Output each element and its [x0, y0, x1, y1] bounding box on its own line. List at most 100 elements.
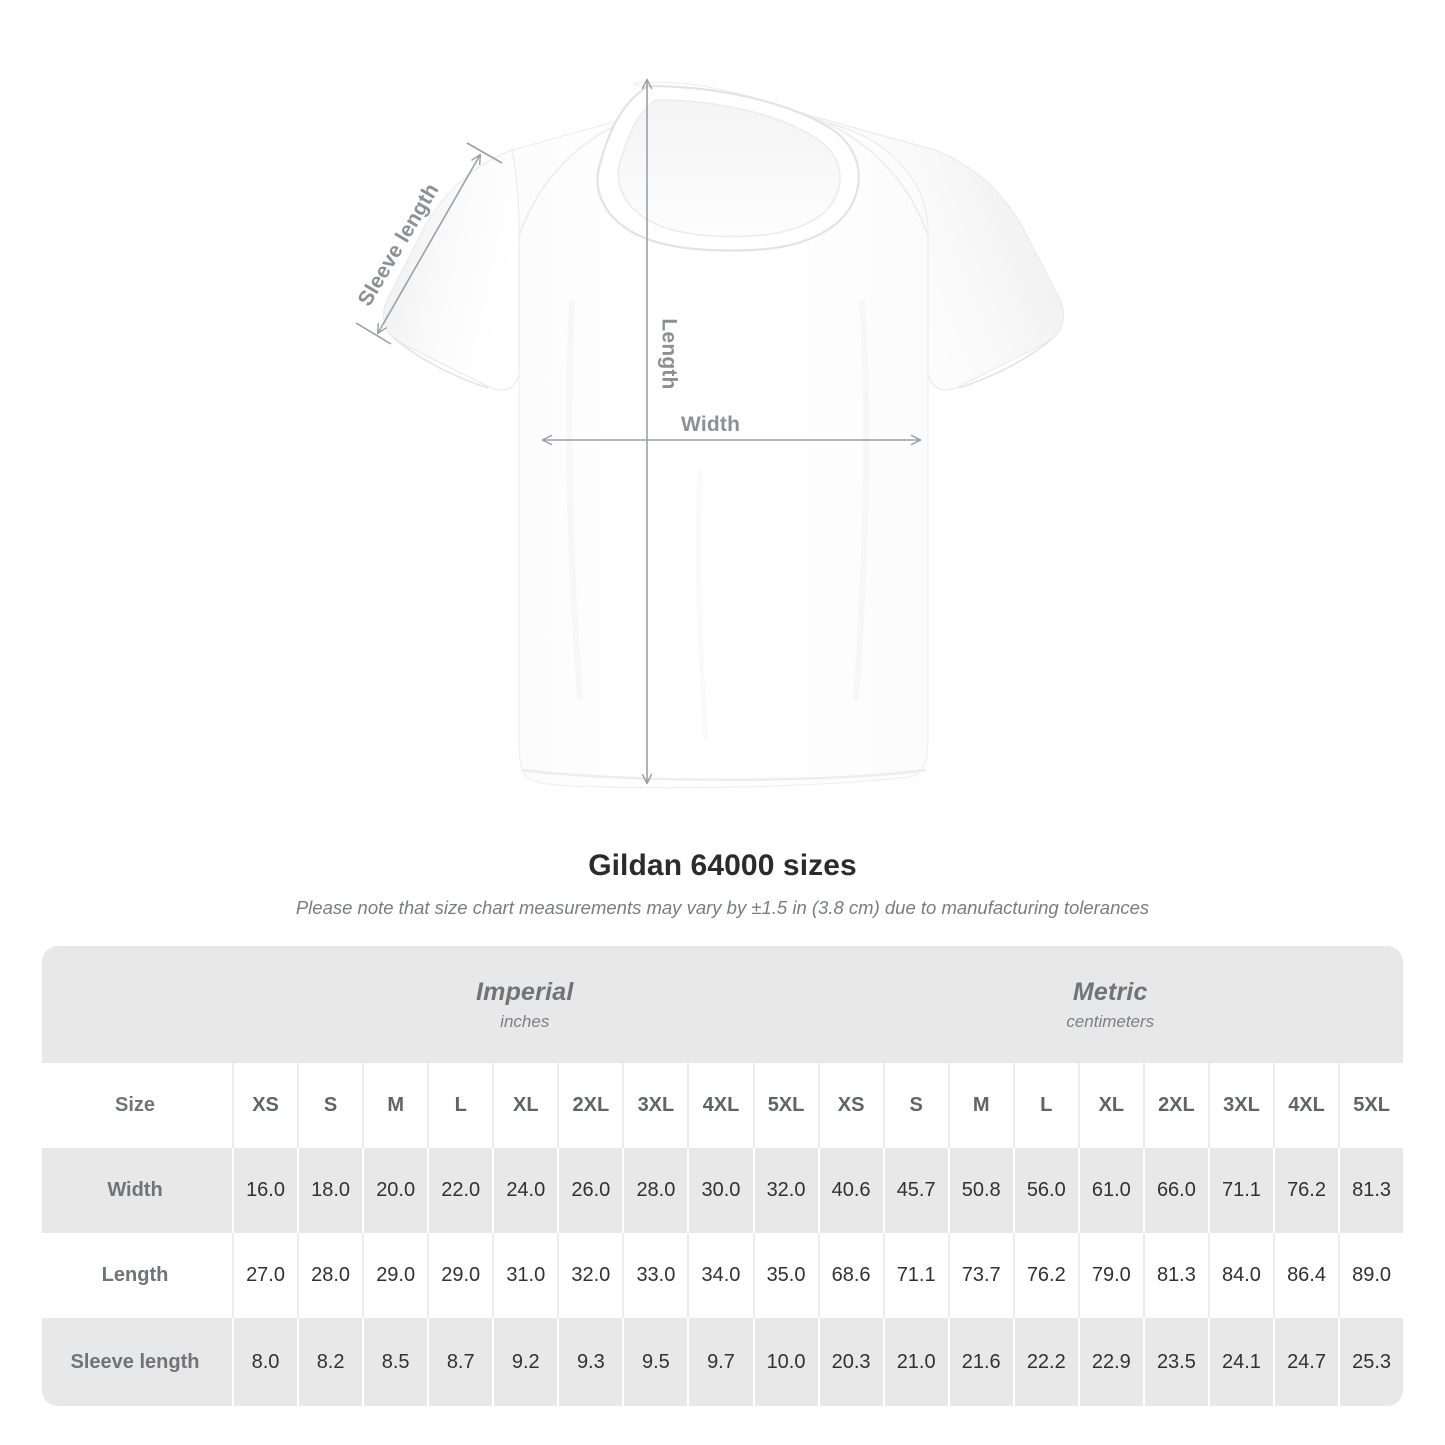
tshirt-measurement-diagram: Sleeve length Length Width	[354, 78, 1064, 789]
unit-group-imperial: Imperial inches	[232, 946, 818, 1063]
row-header-size: Size	[114, 1094, 156, 1116]
table-cell-sleeve-length: 22.9	[1077, 1318, 1143, 1406]
unit-system-name: Metric	[1072, 977, 1148, 1006]
table-cell-length: 29.0	[362, 1233, 427, 1318]
collar	[596, 84, 860, 252]
table-cell-sleeve-length: 9.3	[557, 1318, 622, 1406]
table-cell-length: 89.0	[1338, 1233, 1403, 1318]
length-label: Length	[657, 318, 681, 390]
size-column-header: M	[947, 1063, 1013, 1148]
table-cell-width: 22.0	[427, 1148, 492, 1233]
table-cell-length: 76.2	[1012, 1233, 1078, 1318]
table-row-sleeve-length: Sleeve length 8.0 8.2 8.5 8.7 9.2 9.3 9.5 9.7 10…	[42, 1318, 1403, 1406]
unit-system-name: Imperial	[476, 977, 574, 1006]
unit-group-metric: Metric centimeters	[818, 946, 1404, 1063]
tshirt-illustration	[355, 78, 1064, 789]
table-cell-width: 20.0	[362, 1148, 427, 1233]
fabric-folds	[566, 299, 870, 741]
table-cell-length: 27.0	[232, 1233, 297, 1318]
table-cell-length: 86.4	[1273, 1233, 1338, 1318]
table-cell-width: 76.2	[1273, 1148, 1338, 1233]
unit-measure-name: inches	[500, 1011, 550, 1031]
hem-seam	[520, 768, 927, 781]
table-cell-width: 18.0	[297, 1148, 362, 1233]
size-column-header: 5XL	[1338, 1063, 1403, 1148]
size-column-header: L	[427, 1063, 492, 1148]
tolerance-note: Please note that size chart measurements…	[295, 897, 1150, 918]
table-cell-width: 81.3	[1338, 1148, 1403, 1233]
table-cell-width: 61.0	[1077, 1148, 1143, 1233]
table-cell-length: 73.7	[947, 1233, 1013, 1318]
table-cell-width: 26.0	[557, 1148, 622, 1233]
table-cell-width: 45.7	[882, 1148, 948, 1233]
table-cell-width: 24.0	[492, 1148, 557, 1233]
table-cell-sleeve-length: 8.2	[297, 1318, 362, 1406]
size-column-header: 3XL	[1207, 1063, 1273, 1148]
table-cell-length: 84.0	[1207, 1233, 1273, 1318]
table-cell-sleeve-length: 24.7	[1273, 1318, 1338, 1406]
table-cell-width: 30.0	[687, 1148, 752, 1233]
table-cell-length: 33.0	[622, 1233, 687, 1318]
table-cell-sleeve-length: 8.5	[362, 1318, 427, 1406]
table-cell-width: 56.0	[1012, 1148, 1078, 1233]
table-cell-length: 31.0	[492, 1233, 557, 1318]
table-cell-sleeve-length: 9.5	[622, 1318, 687, 1406]
table-row-width: Width 16.0 18.0 20.0 22.0 24.0 26.0 28.0 30.0 32…	[42, 1148, 1403, 1233]
page-title: Gildan 64000 sizes	[588, 849, 857, 882]
table-cell-length: 79.0	[1077, 1233, 1143, 1318]
table-cell-sleeve-length: 23.5	[1142, 1318, 1208, 1406]
size-column-header: S	[882, 1063, 948, 1148]
units-band-spacer	[42, 946, 232, 1063]
table-cell-width: 71.1	[1207, 1148, 1273, 1233]
table-cell-sleeve-length: 8.7	[427, 1318, 492, 1406]
table-row-length: Length 27.0 28.0 29.0 29.0 31.0 32.0 33.0 34.0 3…	[42, 1233, 1403, 1318]
table-cell-width: 66.0	[1142, 1148, 1208, 1233]
table-cell-sleeve-length: 9.7	[687, 1318, 752, 1406]
size-column-header: 4XL	[1273, 1063, 1338, 1148]
left-sleeve	[383, 149, 520, 391]
size-column-header: XS	[817, 1063, 883, 1148]
sleeve-length-value-cells: 8.0 8.2 8.5 8.7 9.2 9.3 9.5 9.7 10.0 20.3 21.0 21.6…	[232, 1318, 1403, 1406]
table-cell-length: 35.0	[752, 1233, 818, 1318]
unit-systems-band: Imperial inches Metric centimeters	[42, 946, 1403, 1063]
table-cell-width: 40.6	[817, 1148, 883, 1233]
table-cell-length: 32.0	[557, 1233, 622, 1318]
table-cell-length: 71.1	[882, 1233, 948, 1318]
table-cell-width: 28.0	[622, 1148, 687, 1233]
right-sleeve	[789, 109, 1064, 391]
table-cell-length: 28.0	[297, 1233, 362, 1318]
size-column-header: XS	[232, 1063, 297, 1148]
row-header-sleeve-length: Sleeve length	[70, 1350, 200, 1373]
row-header-length: Length	[101, 1264, 169, 1286]
table-header-row: Size XS S M L XL 2XL 3XL 4XL 5XL XS S M L XL 2XL 3XL 4XL…	[42, 1063, 1403, 1148]
size-column-header: 2XL	[1142, 1063, 1208, 1148]
table-cell-sleeve-length: 24.1	[1207, 1318, 1273, 1406]
size-chart-table: Imperial inches Metric centimeters Size …	[42, 946, 1403, 1406]
sleeve-length-dimension-arrow	[355, 142, 503, 345]
table-cell-sleeve-length: 8.0	[232, 1318, 297, 1406]
table-cell-sleeve-length: 25.3	[1338, 1318, 1403, 1406]
table-cell-sleeve-length: 20.3	[817, 1318, 883, 1406]
table-cell-sleeve-length: 22.2	[1012, 1318, 1078, 1406]
size-column-header: 2XL	[557, 1063, 622, 1148]
size-column-header: 5XL	[752, 1063, 818, 1148]
unit-measure-name: centimeters	[1066, 1011, 1155, 1031]
size-column-header: 4XL	[687, 1063, 752, 1148]
size-column-header: 3XL	[622, 1063, 687, 1148]
size-column-header: XL	[492, 1063, 557, 1148]
row-header-width: Width	[107, 1179, 163, 1201]
width-value-cells: 16.0 18.0 20.0 22.0 24.0 26.0 28.0 30.0 32.0 40.6…	[232, 1148, 1403, 1233]
size-column-header: M	[362, 1063, 427, 1148]
table-cell-sleeve-length: 9.2	[492, 1318, 557, 1406]
size-header-cells: XS S M L XL 2XL 3XL 4XL 5XL XS S M L XL 2XL 3XL 4XL 5XL	[232, 1063, 1403, 1148]
width-label: Width	[681, 413, 741, 436]
table-cell-length: 81.3	[1142, 1233, 1208, 1318]
size-column-header: L	[1012, 1063, 1078, 1148]
table-cell-sleeve-length: 21.0	[882, 1318, 948, 1406]
table-cell-width: 50.8	[947, 1148, 1013, 1233]
table-cell-length: 29.0	[427, 1233, 492, 1318]
table-cell-sleeve-length: 10.0	[752, 1318, 818, 1406]
size-column-header: XL	[1077, 1063, 1143, 1148]
table-cell-width: 16.0	[232, 1148, 297, 1233]
size-column-header: S	[297, 1063, 362, 1148]
